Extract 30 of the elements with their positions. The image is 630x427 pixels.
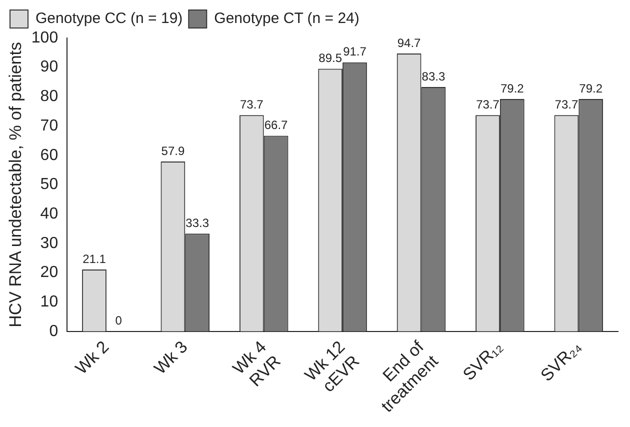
y-tick-label: 100 bbox=[31, 29, 58, 46]
y-tick-label: 10 bbox=[40, 293, 58, 310]
data-label: 73.7 bbox=[240, 97, 264, 112]
data-label: 73.7 bbox=[476, 97, 500, 112]
legend-label: Genotype CC (n = 19) bbox=[36, 10, 183, 28]
data-label: 89.5 bbox=[318, 51, 342, 66]
data-label: 83.3 bbox=[422, 69, 446, 84]
y-tick-label: 30 bbox=[40, 234, 58, 252]
x-tick-label: Wk 2 bbox=[72, 337, 113, 378]
data-label: 79.2 bbox=[579, 81, 603, 96]
y-tick-label: 80 bbox=[40, 88, 58, 106]
y-tick-label: 50 bbox=[40, 176, 58, 194]
data-label: 57.9 bbox=[161, 144, 185, 158]
y-tick-label: 60 bbox=[40, 146, 58, 164]
x-tick-label: Wk 3 bbox=[150, 337, 192, 378]
y-tick-label: 40 bbox=[40, 205, 58, 222]
data-label: 0 bbox=[115, 314, 122, 328]
y-tick-label: 20 bbox=[40, 264, 58, 282]
legend-label: Genotype CT (n = 24) bbox=[214, 10, 360, 28]
y-axis-title: HCV RNA undetectable, % of patients bbox=[6, 42, 25, 328]
y-tick-label: 90 bbox=[40, 58, 58, 76]
y-tick-label: 70 bbox=[40, 117, 58, 134]
y-tick-label: 0 bbox=[49, 322, 58, 340]
data-label: 33.3 bbox=[186, 216, 210, 230]
data-label: 66.7 bbox=[264, 118, 288, 132]
data-label: 79.2 bbox=[500, 81, 524, 96]
data-label: 73.7 bbox=[554, 97, 578, 112]
data-label: 94.7 bbox=[397, 36, 422, 50]
data-label: 91.7 bbox=[343, 44, 367, 59]
data-label: 21.1 bbox=[82, 252, 106, 266]
